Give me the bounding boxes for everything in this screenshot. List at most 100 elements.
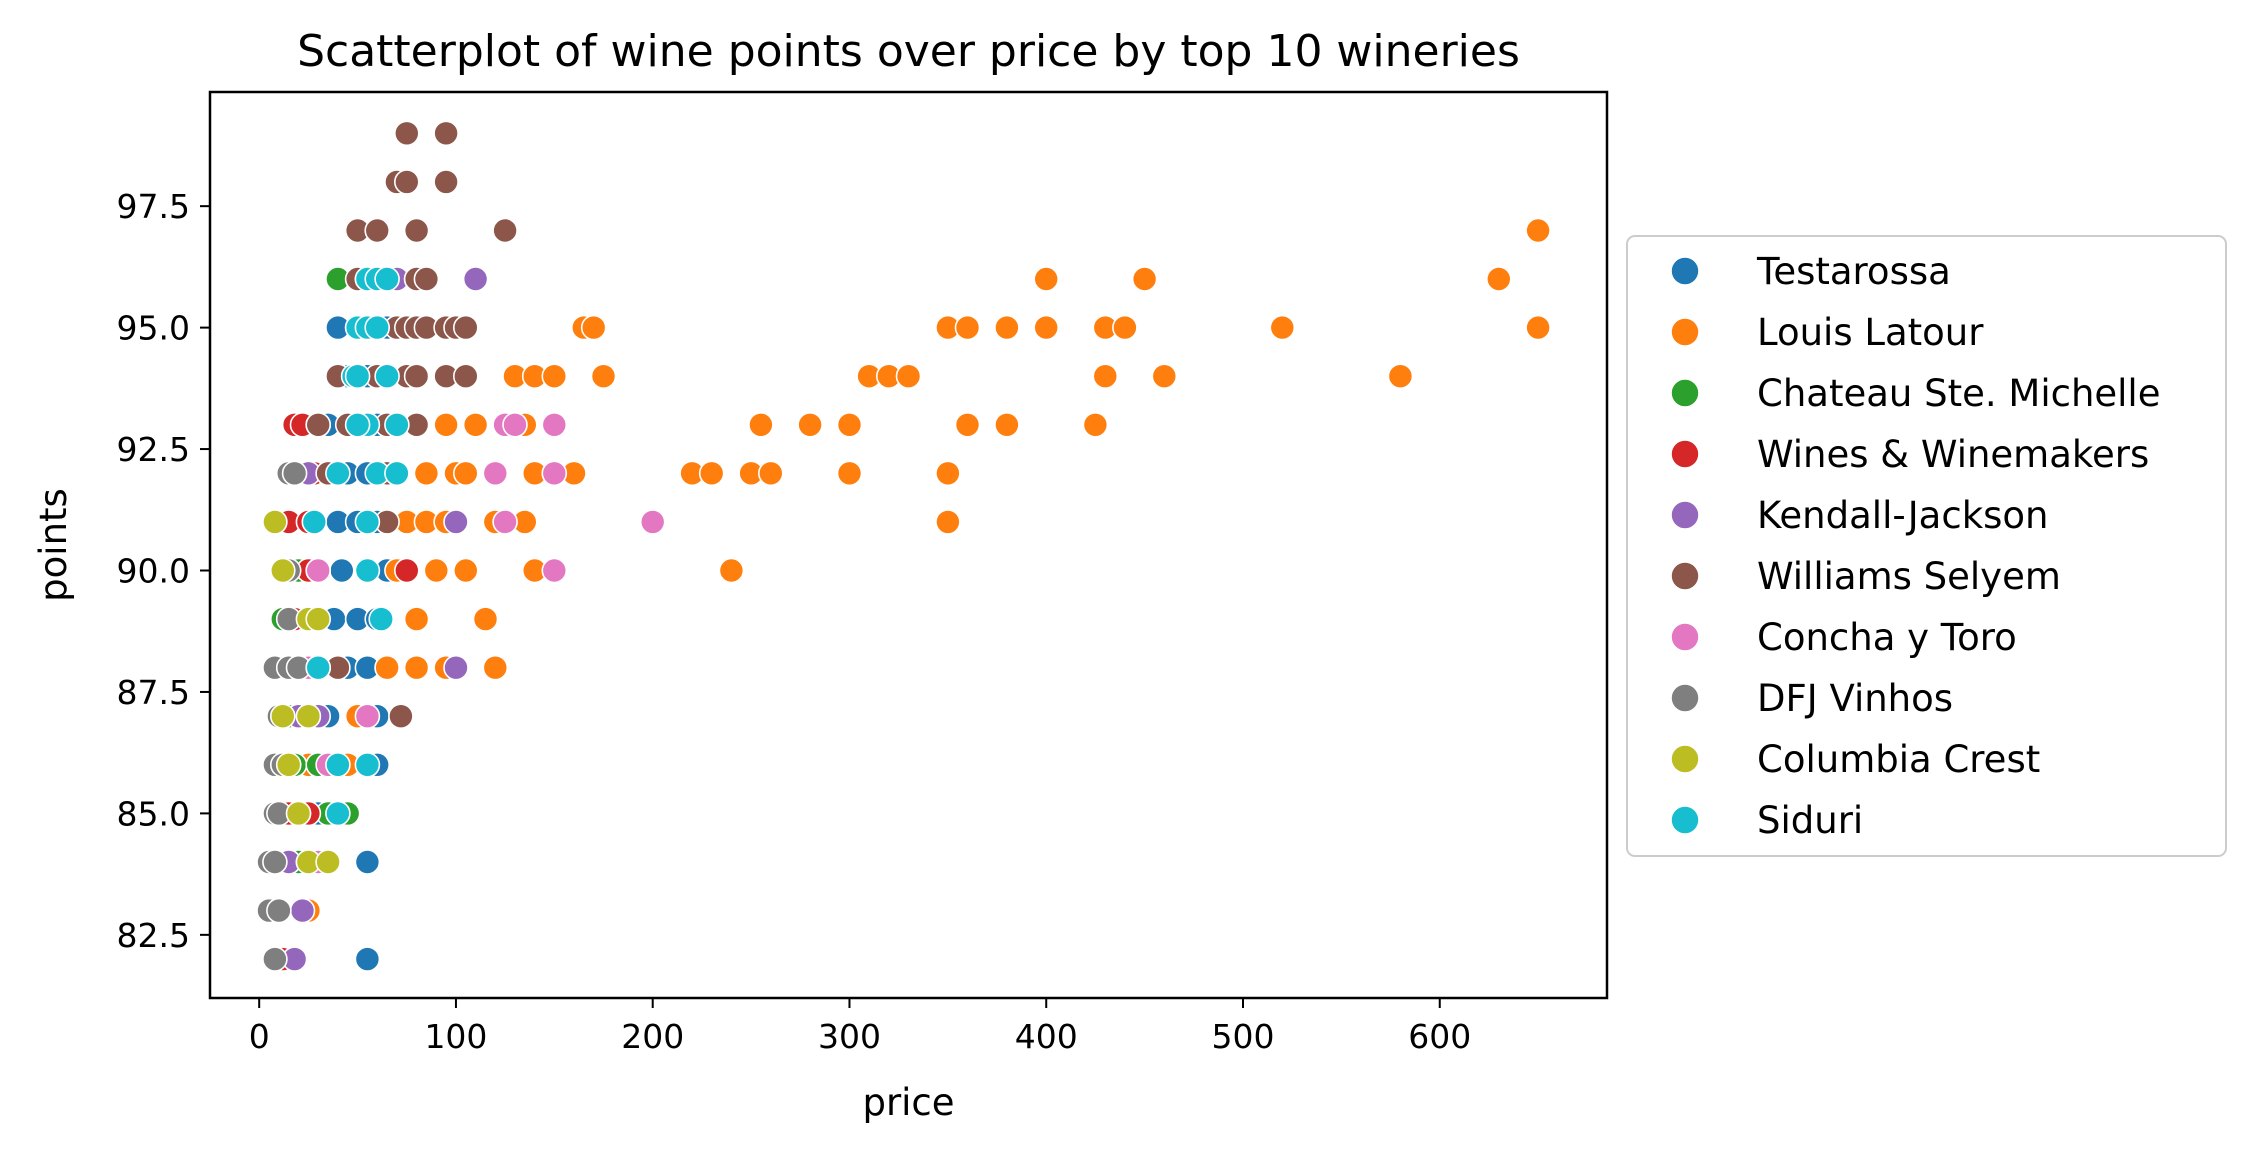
data-point — [452, 363, 479, 390]
legend-item: Kendall-Jackson — [1670, 494, 2048, 537]
data-point — [1033, 266, 1059, 292]
data-point — [384, 411, 410, 438]
data-point — [289, 897, 316, 924]
data-point — [895, 363, 922, 390]
y-tick-label: 87.5 — [117, 673, 190, 712]
legend: Testarossa Louis Latour Chateau Ste. Miche… — [1626, 235, 2227, 857]
data-point — [698, 460, 725, 487]
data-point — [403, 363, 430, 390]
data-point — [305, 654, 332, 681]
data-point — [433, 411, 459, 438]
data-point — [580, 314, 607, 341]
data-point — [1525, 314, 1551, 341]
data-point — [541, 363, 568, 390]
legend-marker — [1670, 500, 1700, 530]
data-point — [262, 509, 288, 535]
data-point — [718, 557, 745, 584]
legend-label: Columbia Crest — [1757, 738, 2040, 781]
data-point — [295, 703, 322, 730]
legend-marker — [1670, 256, 1700, 286]
data-point — [541, 557, 568, 584]
data-point — [269, 703, 296, 730]
data-point — [492, 509, 518, 535]
legend-marker — [1670, 439, 1700, 469]
series-1 — [295, 217, 1551, 924]
data-point — [266, 897, 292, 924]
data-point — [393, 120, 420, 147]
legend-label: Chateau Ste. Michelle — [1757, 372, 2160, 415]
data-point — [328, 557, 355, 584]
data-point — [1387, 363, 1414, 390]
data-point — [757, 460, 784, 487]
data-point — [305, 606, 332, 632]
data-point — [452, 314, 479, 341]
data-point — [1033, 314, 1059, 341]
data-point — [590, 363, 617, 390]
legend-item: Columbia Crest — [1670, 738, 2040, 781]
x-tick-label: 300 — [818, 1017, 881, 1056]
x-axis-label: price — [862, 1081, 954, 1124]
legend-marker — [1670, 378, 1700, 408]
data-point — [1131, 266, 1158, 292]
x-axis: 0 100 200 300 400 500 600 — [249, 998, 1471, 1056]
x-tick-label: 400 — [1015, 1017, 1078, 1056]
data-point — [388, 703, 414, 730]
x-tick-label: 100 — [424, 1017, 487, 1056]
data-point — [482, 460, 509, 487]
legend-marker — [1670, 622, 1700, 652]
data-point — [462, 411, 489, 438]
data-point — [354, 751, 381, 778]
data-point — [994, 411, 1020, 438]
data-point — [354, 557, 381, 584]
x-tick-label: 0 — [249, 1017, 270, 1056]
data-point — [344, 363, 371, 390]
data-point — [443, 654, 469, 681]
legend-marker — [1670, 805, 1700, 835]
x-tick-label: 200 — [621, 1017, 684, 1056]
x-tick-label: 600 — [1408, 1017, 1471, 1056]
legend-item: Siduri — [1670, 799, 1863, 842]
y-axis-label: points — [32, 488, 75, 602]
data-point — [452, 460, 479, 487]
data-point — [935, 509, 961, 535]
data-point — [452, 557, 479, 584]
series-9 — [301, 266, 410, 827]
plot-area — [256, 120, 1551, 972]
data-point — [1092, 363, 1119, 390]
legend-label: Siduri — [1757, 799, 1863, 842]
data-point — [325, 460, 351, 487]
data-point — [354, 509, 381, 535]
legend-item: Williams Selyem — [1670, 555, 2061, 598]
data-point — [374, 266, 400, 292]
data-point — [433, 169, 459, 195]
y-axis: 82.5 85.0 87.5 90.0 92.5 95.0 97.5 — [117, 187, 210, 955]
data-point — [344, 411, 371, 438]
data-point — [403, 606, 430, 632]
data-point — [443, 509, 469, 535]
legend-label: Testarossa — [1756, 250, 1951, 293]
legend-label: Concha y Toro — [1757, 616, 2017, 659]
data-point — [354, 703, 381, 730]
data-point — [403, 217, 430, 244]
x-tick-label: 500 — [1211, 1017, 1274, 1056]
data-point — [285, 800, 312, 827]
y-tick-label: 82.5 — [117, 916, 190, 955]
data-point — [374, 654, 400, 681]
data-point — [541, 460, 568, 487]
data-point — [354, 946, 381, 972]
data-point — [836, 411, 863, 438]
data-point — [492, 217, 518, 244]
data-point — [368, 606, 395, 632]
legend-item: DFJ Vinhos — [1670, 677, 1953, 720]
data-point — [262, 946, 288, 972]
y-tick-label: 97.5 — [117, 187, 190, 226]
data-point — [305, 411, 332, 438]
data-point — [269, 557, 296, 584]
series-3 — [269, 411, 420, 972]
data-point — [364, 217, 391, 244]
legend-label: Wines & Winemakers — [1757, 433, 2149, 476]
y-tick-label: 92.5 — [117, 430, 190, 469]
legend-marker — [1670, 317, 1700, 347]
legend-marker — [1670, 744, 1700, 774]
legend-marker — [1670, 683, 1700, 713]
